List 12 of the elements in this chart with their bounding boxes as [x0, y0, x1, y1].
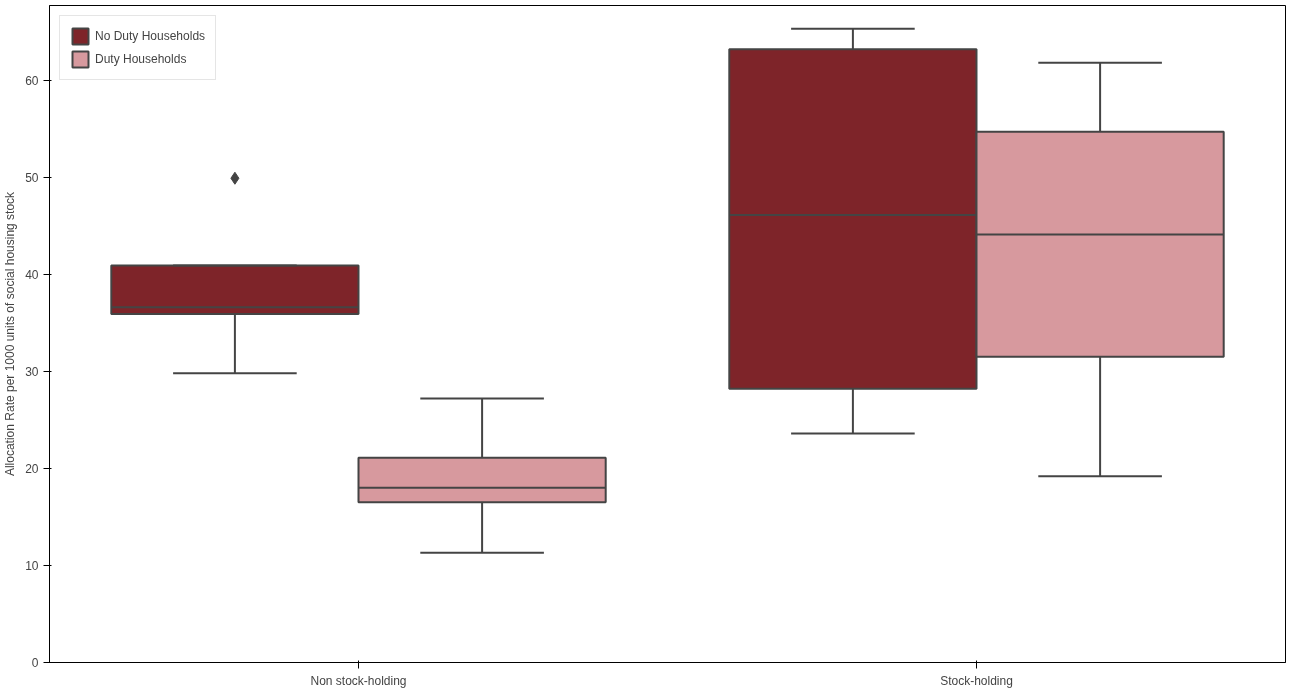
legend-label: Duty Households — [95, 52, 187, 66]
y-tick-label: 50 — [25, 170, 39, 185]
y-axis-title: Allocation Rate per 1000 units of social housing stock — [3, 190, 18, 477]
y-tick-label: 30 — [25, 364, 39, 379]
y-tick-label: 60 — [25, 73, 39, 88]
y-tick-label: 40 — [25, 267, 39, 282]
legend-label: No Duty Households — [95, 29, 206, 43]
x-tick-label: Stock-holding — [940, 673, 1013, 688]
y-tick-label: 0 — [31, 656, 39, 670]
x-tick-label: Non stock-holding — [310, 673, 407, 688]
y-tick-label: 20 — [25, 461, 39, 476]
y-tick-label: 10 — [25, 558, 39, 573]
